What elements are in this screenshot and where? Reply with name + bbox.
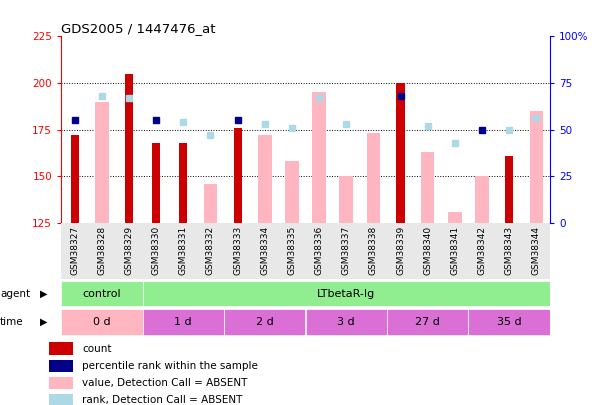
Bar [306,309,387,335]
Bar [397,83,404,223]
Bar [224,309,306,335]
Text: control: control [82,289,121,298]
Text: 35 d: 35 d [497,317,521,327]
Text: GSM38338: GSM38338 [369,226,378,275]
Text: percentile rank within the sample: percentile rank within the sample [82,361,258,371]
Text: 3 d: 3 d [337,317,355,327]
Bar [49,342,73,355]
Text: LTbetaR-Ig: LTbetaR-Ig [317,289,375,298]
Text: GDS2005 / 1447476_at: GDS2005 / 1447476_at [61,22,216,35]
Bar [475,176,489,223]
Text: GSM38342: GSM38342 [478,226,486,275]
Bar [367,133,380,223]
Text: GSM38341: GSM38341 [450,226,459,275]
Text: GSM38344: GSM38344 [532,226,541,275]
Bar [258,135,271,223]
Bar [285,161,299,223]
Bar [448,211,462,223]
Text: GSM38327: GSM38327 [70,226,79,275]
Bar [469,309,550,335]
Bar [387,309,469,335]
Bar [340,176,353,223]
Bar [179,143,188,223]
Bar [421,152,434,223]
Bar [49,360,73,372]
Bar [125,74,133,223]
Text: ▶: ▶ [40,289,47,298]
Text: GSM38336: GSM38336 [315,226,324,275]
Text: GSM38343: GSM38343 [505,226,514,275]
Text: 27 d: 27 d [415,317,440,327]
Text: count: count [82,343,112,354]
Text: GSM38335: GSM38335 [287,226,296,275]
Text: GSM38331: GSM38331 [179,226,188,275]
Bar [61,309,142,335]
Bar [61,281,142,306]
Text: agent: agent [0,289,30,298]
Bar [49,377,73,389]
Text: GSM38333: GSM38333 [233,226,242,275]
Bar [49,394,73,405]
Text: 0 d: 0 d [93,317,111,327]
Text: GSM38328: GSM38328 [97,226,106,275]
Bar [505,156,513,223]
Text: GSM38334: GSM38334 [260,226,269,275]
Bar [152,143,160,223]
Text: value, Detection Call = ABSENT: value, Detection Call = ABSENT [82,378,248,388]
Bar [71,135,79,223]
Bar [233,128,242,223]
Text: 1 d: 1 d [175,317,192,327]
Bar [142,281,550,306]
Text: GSM38329: GSM38329 [125,226,133,275]
Bar [530,111,543,223]
Text: GSM38340: GSM38340 [423,226,432,275]
Bar [312,92,326,223]
Text: GSM38337: GSM38337 [342,226,351,275]
Text: GSM38332: GSM38332 [206,226,215,275]
Text: rank, Detection Call = ABSENT: rank, Detection Call = ABSENT [82,395,243,405]
Bar [142,309,224,335]
Text: GSM38339: GSM38339 [396,226,405,275]
Text: 2 d: 2 d [256,317,274,327]
Text: time: time [0,317,24,327]
Bar [95,102,109,223]
Text: ▶: ▶ [40,317,47,327]
Text: GSM38330: GSM38330 [152,226,161,275]
Bar [203,183,218,223]
